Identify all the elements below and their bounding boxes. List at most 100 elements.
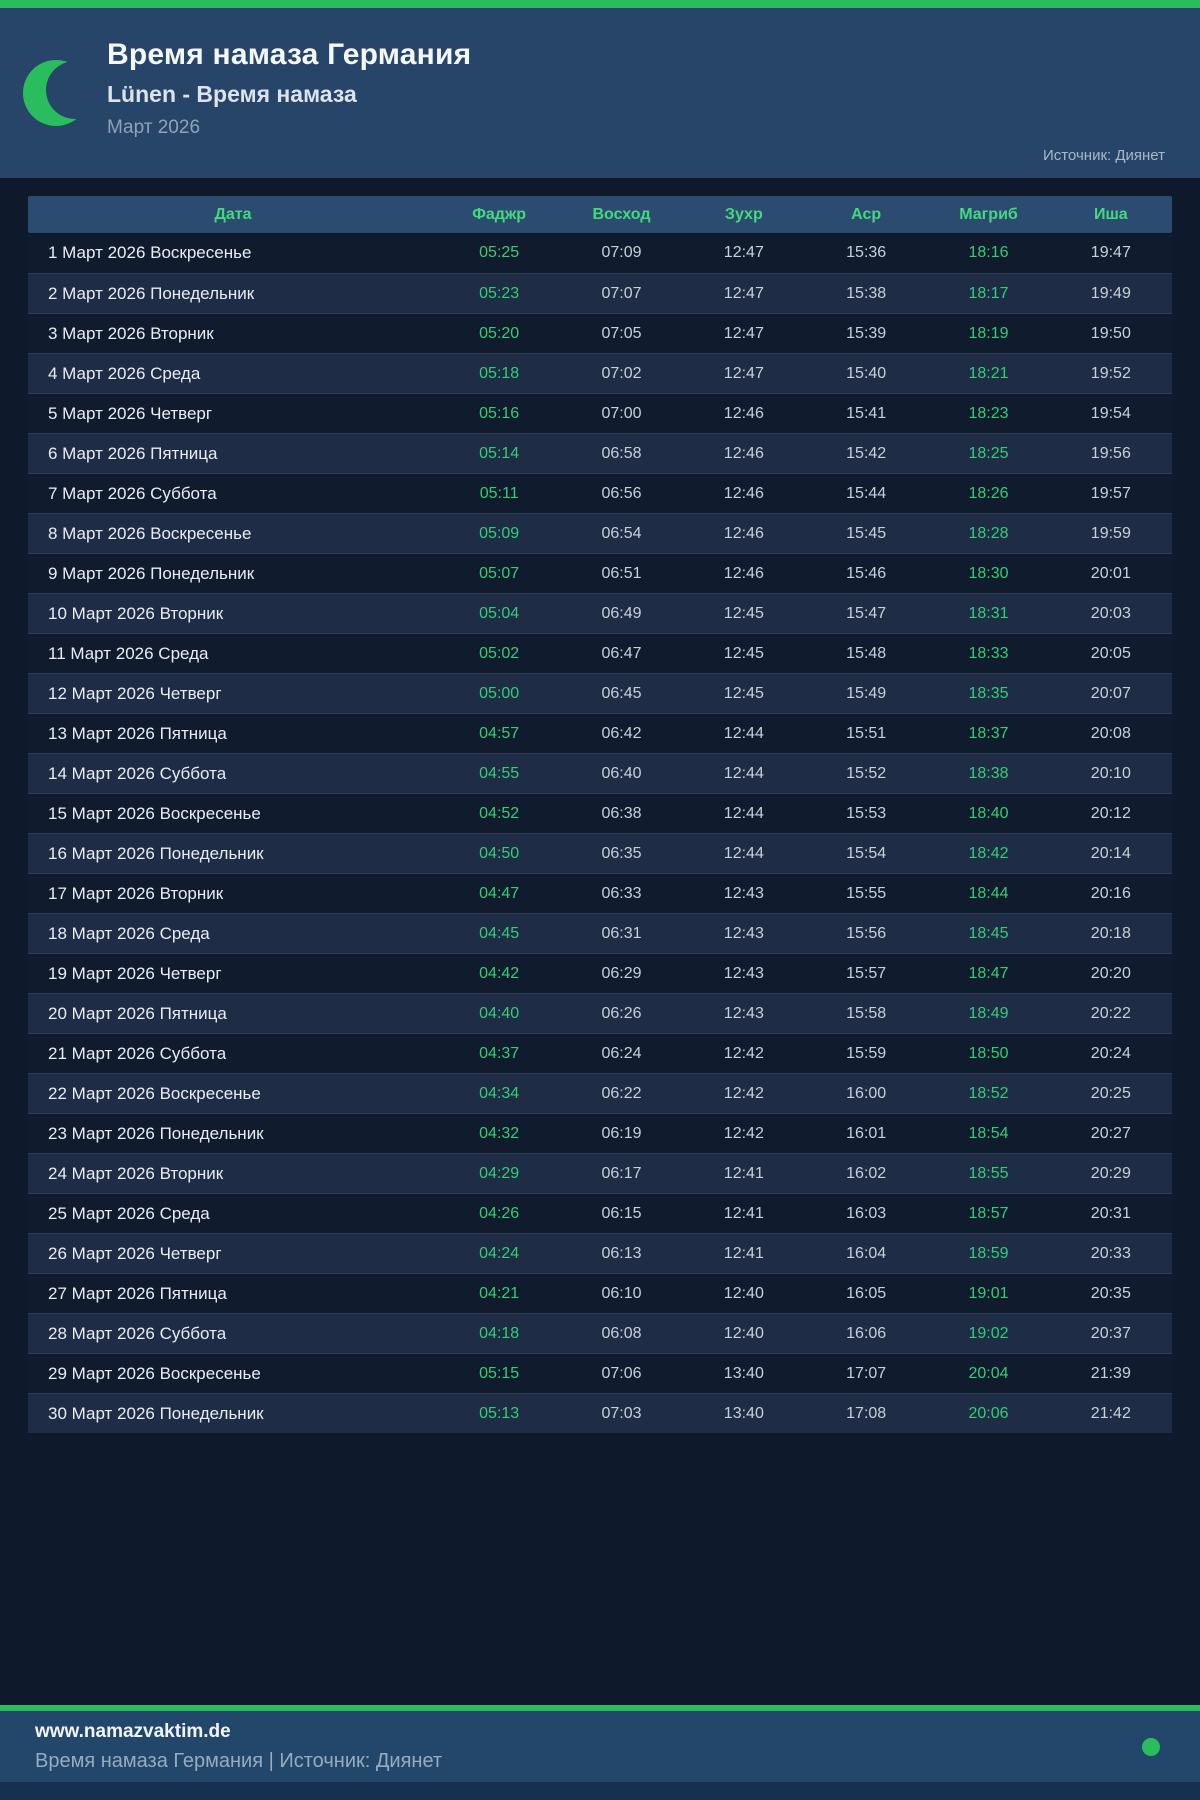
date-cell: 23 Март 2026 Понедельник: [48, 1123, 264, 1143]
time-cell: 18:25: [968, 444, 1009, 462]
time-cell: 18:47: [968, 964, 1009, 982]
table-row: 30 Март 2026 Понедельник 05:13 07:03 13:…: [28, 1393, 1172, 1433]
time-cell: 12:43: [723, 964, 764, 982]
date-cell: 28 Март 2026 Суббота: [48, 1323, 227, 1343]
time-cell: 20:35: [1090, 1284, 1131, 1302]
date-cell: 30 Март 2026 Понедельник: [48, 1403, 264, 1423]
top-accent-bar: [0, 0, 1200, 8]
table-row: 14 Март 2026 Суббота 04:55 06:40 12:44 1…: [28, 753, 1172, 793]
time-cell: 20:24: [1090, 1044, 1131, 1062]
time-cell: 19:54: [1090, 404, 1131, 422]
time-cell: 20:10: [1090, 764, 1131, 782]
time-cell: 20:22: [1090, 1004, 1131, 1022]
time-cell: 15:57: [846, 964, 887, 982]
time-cell: 06:45: [601, 684, 642, 702]
time-cell: 18:54: [968, 1124, 1009, 1142]
date-cell: 14 Март 2026 Суббота: [48, 763, 227, 783]
time-cell: 18:35: [968, 684, 1009, 702]
time-cell: 04:40: [479, 1004, 520, 1022]
time-cell: 16:05: [846, 1284, 887, 1302]
time-cell: 15:53: [846, 804, 887, 822]
date-cell: 10 Март 2026 Вторник: [48, 603, 224, 623]
time-cell: 20:08: [1090, 724, 1131, 742]
time-cell: 12:44: [723, 724, 764, 742]
time-cell: 04:50: [479, 844, 520, 862]
time-cell: 19:47: [1090, 244, 1131, 261]
time-cell: 04:21: [479, 1284, 520, 1302]
time-cell: 05:13: [479, 1404, 520, 1422]
table-row: 1 Март 2026 Воскресенье 05:25 07:09 12:4…: [28, 233, 1172, 273]
website-label: www.namazvaktim.de: [35, 1720, 231, 1742]
time-cell: 18:40: [968, 804, 1009, 822]
time-cell: 12:46: [723, 444, 764, 462]
date-cell: 26 Март 2026 Четверг: [48, 1243, 222, 1263]
city-subtitle: Lünen - Время намаза: [107, 81, 357, 107]
time-cell: 05:00: [479, 684, 520, 702]
table-row: 28 Март 2026 Суббота 04:18 06:08 12:40 1…: [28, 1313, 1172, 1353]
time-cell: 18:57: [968, 1204, 1009, 1222]
date-cell: 25 Март 2026 Среда: [48, 1203, 210, 1223]
time-cell: 16:00: [846, 1084, 887, 1102]
time-cell: 06:49: [601, 604, 642, 622]
column-header-maghrib: Магриб: [959, 205, 1018, 223]
time-cell: 05:16: [479, 404, 520, 422]
time-cell: 12:40: [723, 1284, 764, 1302]
time-cell: 19:56: [1090, 444, 1131, 462]
date-cell: 15 Март 2026 Воскресенье: [48, 803, 261, 823]
time-cell: 18:42: [968, 844, 1009, 862]
page-title: Время намаза Германия: [107, 38, 472, 71]
date-cell: 13 Март 2026 Пятница: [48, 723, 227, 743]
time-cell: 04:37: [479, 1044, 520, 1062]
time-cell: 18:44: [968, 884, 1009, 902]
date-cell: 29 Март 2026 Воскресенье: [48, 1363, 261, 1383]
table-row: 20 Март 2026 Пятница 04:40 06:26 12:43 1…: [28, 993, 1172, 1033]
date-cell: 27 Март 2026 Пятница: [48, 1283, 227, 1303]
time-cell: 12:47: [723, 244, 764, 261]
time-cell: 18:30: [968, 564, 1009, 582]
time-cell: 15:40: [846, 364, 887, 382]
time-cell: 20:07: [1090, 684, 1131, 702]
table-row: 18 Март 2026 Среда 04:45 06:31 12:43 15:…: [28, 913, 1172, 953]
time-cell: 04:32: [479, 1124, 520, 1142]
page-header: Время намаза Германия Lünen - Время нама…: [0, 8, 1200, 178]
time-cell: 12:44: [723, 764, 764, 782]
time-cell: 06:13: [601, 1244, 642, 1262]
time-cell: 15:56: [846, 924, 887, 942]
time-cell: 15:41: [846, 404, 887, 422]
time-cell: 07:07: [601, 284, 642, 302]
column-header-fajr: Фаджр: [472, 205, 527, 223]
time-cell: 12:42: [723, 1084, 764, 1102]
date-cell: 20 Март 2026 Пятница: [48, 1003, 227, 1023]
time-cell: 15:46: [846, 564, 887, 582]
time-cell: 06:31: [601, 924, 642, 942]
time-cell: 20:27: [1090, 1124, 1131, 1142]
time-cell: 20:33: [1090, 1244, 1131, 1262]
time-cell: 15:51: [846, 724, 887, 742]
time-cell: 07:06: [601, 1364, 642, 1382]
time-cell: 18:17: [968, 284, 1009, 302]
time-cell: 12:42: [723, 1044, 764, 1062]
time-cell: 19:02: [968, 1324, 1009, 1342]
table-row: 13 Март 2026 Пятница 04:57 06:42 12:44 1…: [28, 713, 1172, 753]
date-cell: 17 Март 2026 Вторник: [48, 883, 224, 903]
time-cell: 04:42: [479, 964, 520, 982]
date-cell: 16 Март 2026 Понедельник: [48, 843, 264, 863]
time-cell: 04:29: [479, 1164, 520, 1182]
time-cell: 18:23: [968, 404, 1009, 422]
time-cell: 21:42: [1090, 1404, 1131, 1422]
table-row: 12 Март 2026 Четверг 05:00 06:45 12:45 1…: [28, 673, 1172, 713]
time-cell: 06:19: [601, 1124, 642, 1142]
time-cell: 12:41: [723, 1204, 764, 1222]
time-cell: 15:47: [846, 604, 887, 622]
time-cell: 06:10: [601, 1284, 642, 1302]
time-cell: 12:41: [723, 1164, 764, 1182]
time-cell: 20:29: [1090, 1164, 1131, 1182]
time-cell: 05:23: [479, 284, 520, 302]
time-cell: 04:34: [479, 1084, 520, 1102]
time-cell: 20:05: [1090, 644, 1131, 662]
time-cell: 12:40: [723, 1324, 764, 1342]
table-row: 23 Март 2026 Понедельник 04:32 06:19 12:…: [28, 1113, 1172, 1153]
date-cell: 9 Март 2026 Понедельник: [48, 563, 255, 583]
time-cell: 12:41: [723, 1244, 764, 1262]
footer-text-block: www.namazvaktim.de Время намаза Германия…: [35, 1721, 442, 1773]
